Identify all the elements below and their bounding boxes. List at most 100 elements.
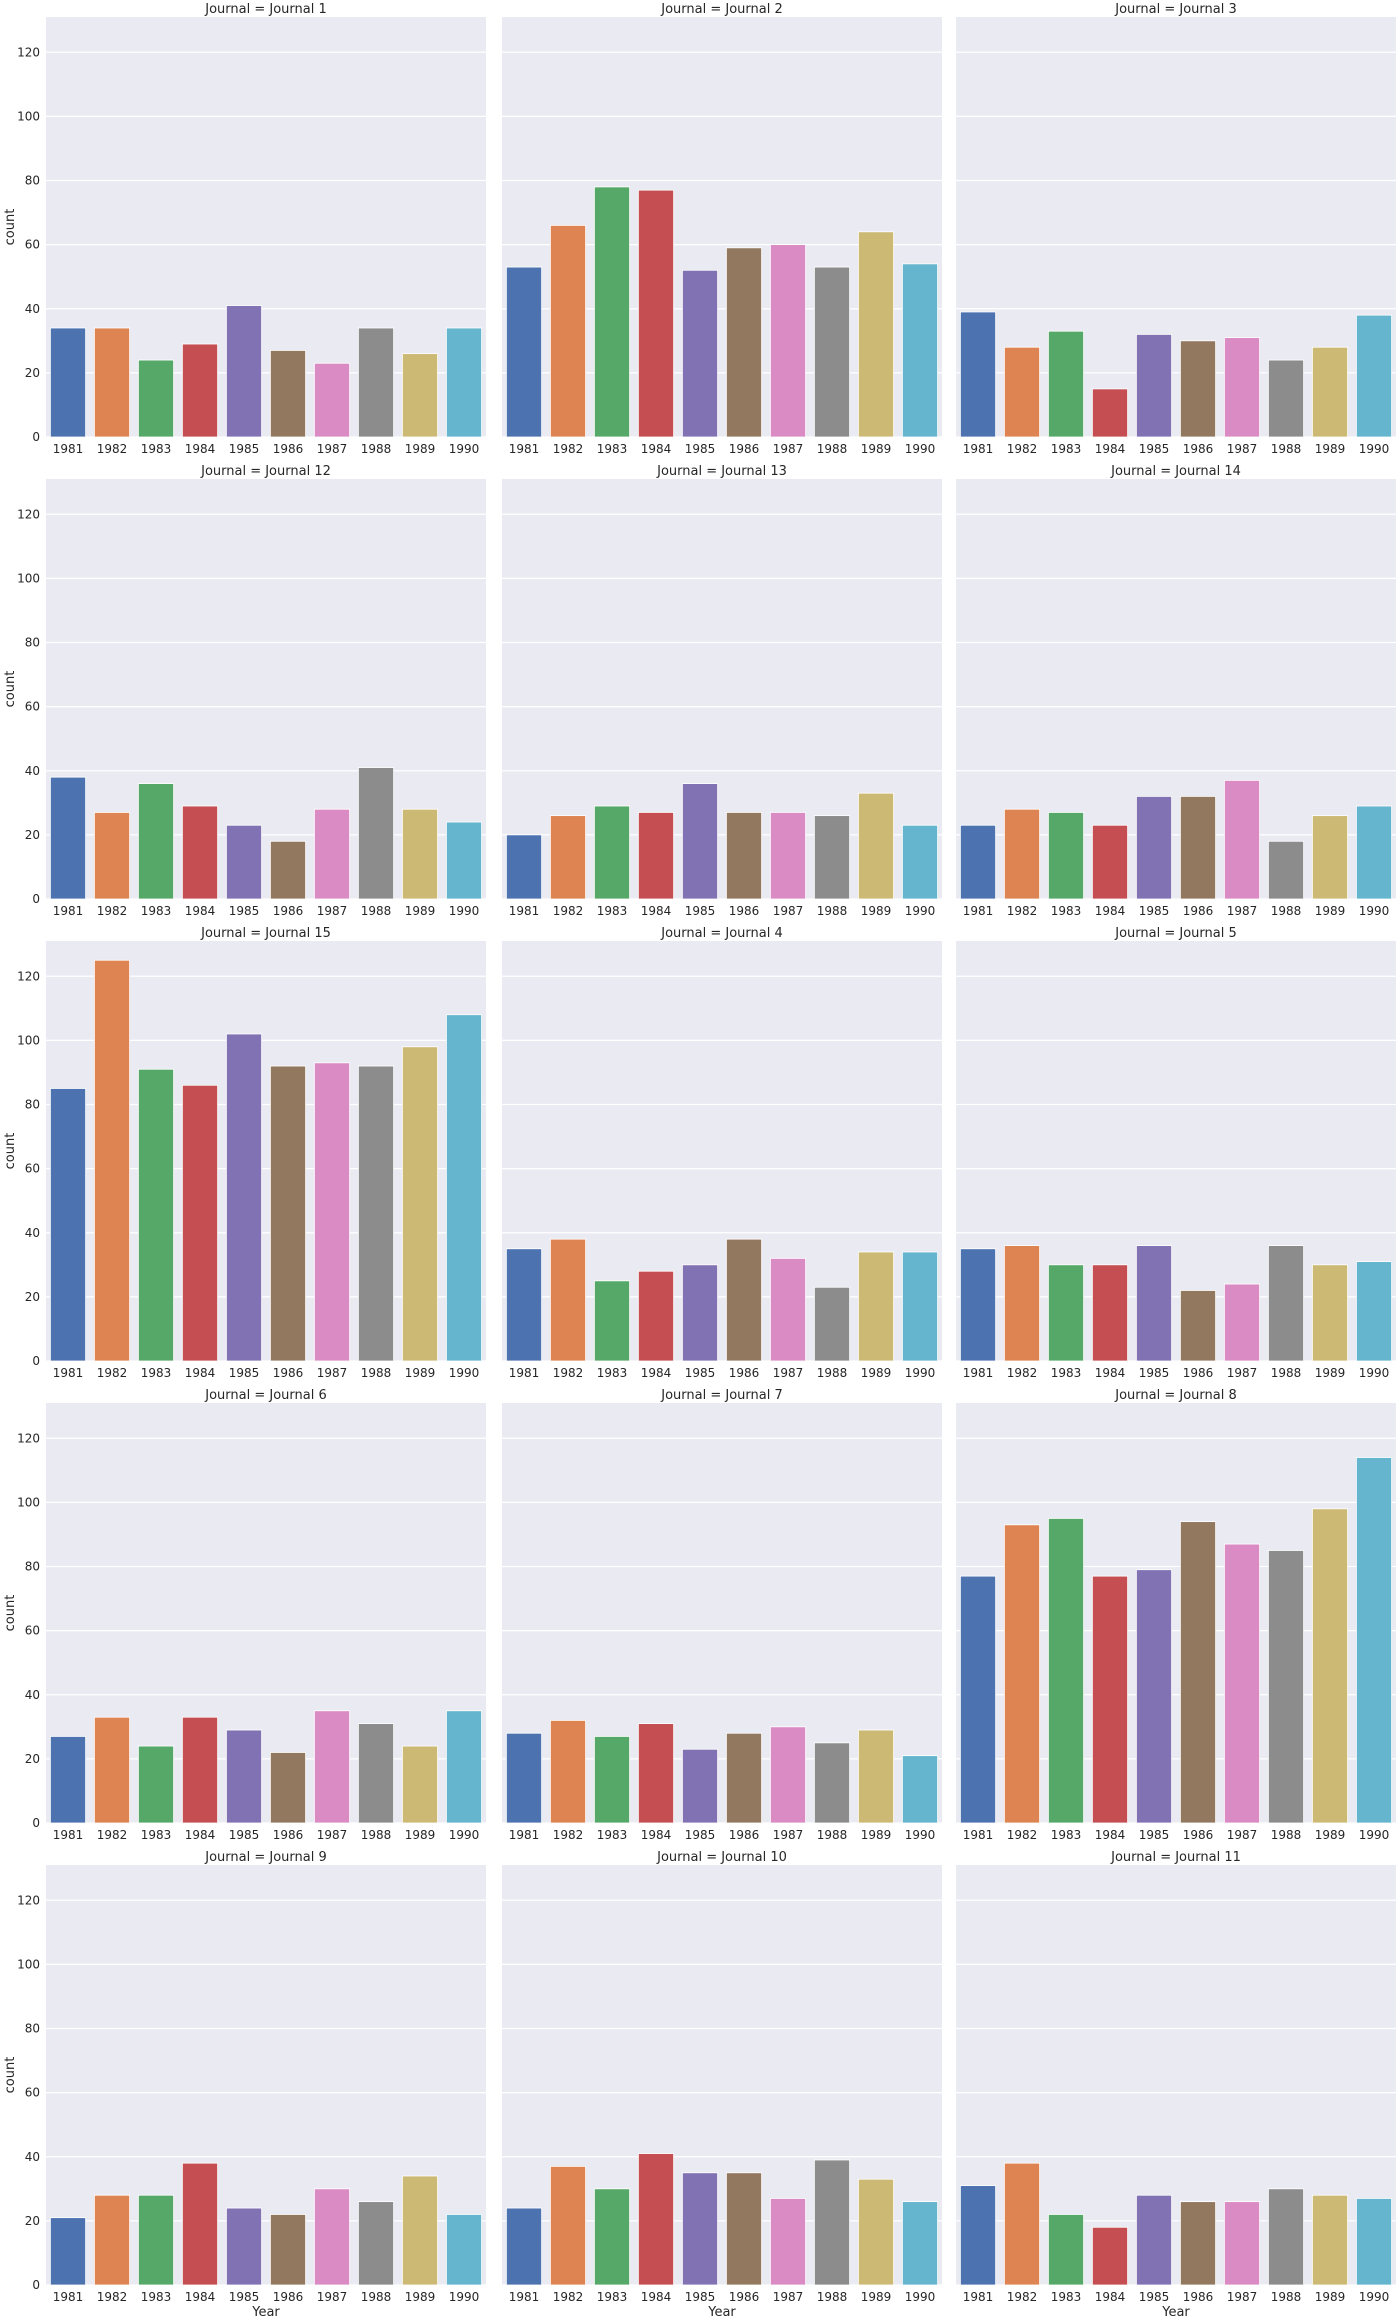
- x-tick-label: 1983: [597, 442, 628, 456]
- x-tick-label: 1982: [1007, 2290, 1038, 2304]
- x-tick-label: 1984: [641, 442, 672, 456]
- y-tick-label: 100: [17, 571, 40, 585]
- x-axis-label: Year: [1161, 2305, 1190, 2320]
- bar: [770, 2198, 807, 2286]
- bar: [445, 821, 482, 900]
- bar: [594, 1280, 631, 1362]
- x-tick-label: 1987: [1227, 904, 1258, 918]
- x-tick-label: 1987: [317, 442, 348, 456]
- x-tick-label: 1988: [1271, 904, 1302, 918]
- x-tick-label: 1981: [509, 1366, 540, 1380]
- facet-title: Journal = Journal 11: [1110, 1850, 1241, 1865]
- x-tick-label: 1981: [963, 1828, 994, 1842]
- x-tick-label: 1982: [553, 1828, 584, 1842]
- bar: [814, 1286, 851, 1362]
- x-tick-label: 1987: [1227, 1828, 1258, 1842]
- x-tick-label: 1990: [905, 442, 936, 456]
- bar: [858, 1251, 895, 1362]
- y-tick-label: 60: [25, 1624, 40, 1638]
- x-tick-label: 1983: [597, 1366, 628, 1380]
- bar: [181, 1084, 218, 1362]
- x-tick-label: 1981: [963, 904, 994, 918]
- y-axis-label: count: [3, 2057, 18, 2094]
- bar: [181, 2162, 218, 2286]
- bar: [137, 1745, 174, 1824]
- x-tick-label: 1983: [1051, 2290, 1082, 2304]
- bar: [770, 812, 807, 900]
- bar: [1136, 796, 1173, 900]
- bar: [550, 1720, 587, 1824]
- x-tick-label: 1989: [1315, 442, 1346, 456]
- bar: [1136, 1569, 1173, 1824]
- y-tick-label: 60: [25, 238, 40, 252]
- x-tick-label: 1989: [1315, 904, 1346, 918]
- bar: [594, 1736, 631, 1824]
- bar: [726, 1732, 763, 1824]
- bar: [550, 1238, 587, 1362]
- x-tick-label: 1985: [229, 904, 260, 918]
- facet-title: Journal = Journal 4: [660, 926, 782, 941]
- bar: [50, 1088, 87, 1362]
- y-tick-label: 100: [17, 1957, 40, 1971]
- x-tick-label: 1985: [229, 1366, 260, 1380]
- x-tick-label: 1988: [361, 442, 392, 456]
- y-tick-label: 0: [32, 1354, 40, 1368]
- bar: [1224, 2201, 1261, 2286]
- x-tick-label: 1986: [1183, 442, 1214, 456]
- y-tick-label: 20: [25, 1290, 40, 1304]
- x-tick-label: 1986: [729, 2290, 760, 2304]
- bar: [313, 2188, 350, 2286]
- bar: [50, 2217, 87, 2286]
- facet-title: Journal = Journal 1: [204, 2, 326, 17]
- x-tick-label: 1984: [1095, 442, 1126, 456]
- x-tick-label: 1987: [317, 1828, 348, 1842]
- x-tick-label: 1981: [509, 442, 540, 456]
- bar: [638, 189, 675, 438]
- x-tick-label: 1981: [53, 1366, 84, 1380]
- x-tick-label: 1984: [185, 904, 216, 918]
- bar: [726, 1238, 763, 1362]
- bar: [638, 812, 675, 900]
- bar: [1268, 2188, 1305, 2286]
- bar: [137, 2194, 174, 2286]
- bar: [357, 2201, 394, 2286]
- bar: [960, 2185, 997, 2286]
- x-tick-label: 1981: [53, 442, 84, 456]
- x-tick-label: 1987: [317, 904, 348, 918]
- x-tick-label: 1990: [1359, 904, 1390, 918]
- bar: [225, 2207, 262, 2286]
- x-tick-label: 1989: [405, 904, 436, 918]
- x-tick-label: 1987: [773, 1366, 804, 1380]
- bar: [1312, 1508, 1349, 1824]
- x-axis-label: Year: [251, 2305, 280, 2320]
- bar: [1092, 2226, 1129, 2286]
- bar: [1136, 334, 1173, 438]
- x-tick-label: 1985: [1139, 442, 1170, 456]
- x-tick-label: 1985: [229, 1828, 260, 1842]
- facet-title: Journal = Journal 13: [656, 464, 787, 479]
- x-tick-label: 1981: [963, 2290, 994, 2304]
- bar: [94, 2194, 131, 2286]
- bar: [1268, 1245, 1305, 1362]
- x-tick-label: 1989: [405, 1828, 436, 1842]
- x-tick-label: 1985: [685, 1828, 716, 1842]
- bar: [814, 266, 851, 438]
- x-tick-label: 1990: [449, 1828, 480, 1842]
- x-tick-label: 1982: [1007, 1828, 1038, 1842]
- bar: [726, 812, 763, 900]
- x-tick-label: 1985: [229, 2290, 260, 2304]
- x-tick-label: 1987: [773, 1828, 804, 1842]
- bar: [401, 808, 438, 900]
- facet-title: Journal = Journal 5: [1114, 926, 1236, 941]
- bar: [1048, 812, 1085, 900]
- y-tick-label: 120: [17, 969, 40, 983]
- y-tick-label: 20: [25, 828, 40, 842]
- bar: [225, 824, 262, 900]
- y-axis-label: count: [3, 671, 18, 708]
- x-tick-label: 1987: [1227, 2290, 1258, 2304]
- y-tick-label: 20: [25, 366, 40, 380]
- bar: [445, 327, 482, 438]
- bar: [1224, 1543, 1261, 1824]
- bar: [1180, 1521, 1217, 1824]
- bar: [682, 1264, 719, 1362]
